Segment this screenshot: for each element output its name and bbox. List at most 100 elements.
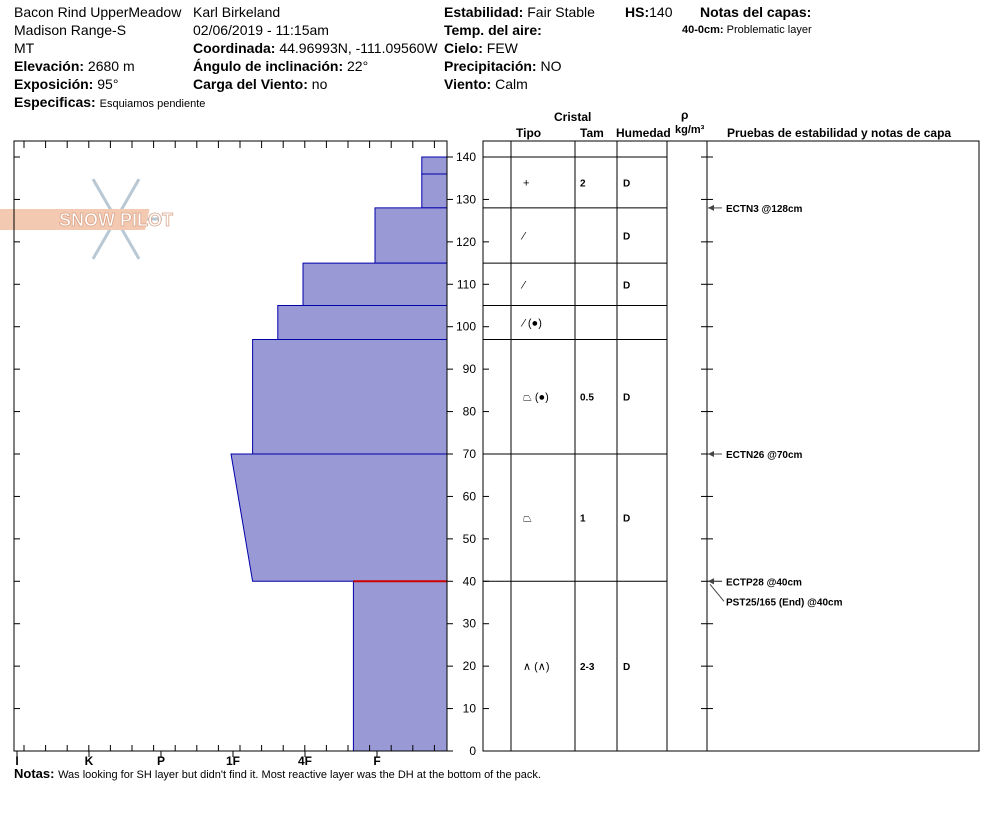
hardness-layer-6 — [230, 453, 448, 582]
col-size: Tam — [580, 126, 604, 140]
state-name: MT — [14, 40, 35, 56]
stability-test-label: ECTP28 @40cm — [726, 577, 802, 588]
notes-label: Notas: — [14, 766, 55, 781]
test-arrow-head — [708, 204, 714, 211]
hardness-layer-4 — [277, 305, 448, 340]
layer-notes-label: Notas del capas: — [700, 4, 812, 20]
chart-frame — [13, 140, 448, 752]
layer-type-symbol: ⁄ — [520, 230, 527, 242]
hardness-layer-1 — [421, 173, 448, 209]
stability-value: Fair Stable — [527, 4, 595, 20]
specifics: Especificas: Esquiamos pendiente — [14, 94, 205, 111]
site-name: Bacon Rind UpperMeadow — [14, 4, 182, 20]
hardness-label: K — [85, 754, 94, 768]
hardness-layer-2 — [374, 207, 448, 264]
test-arrow-line — [709, 583, 725, 602]
layer-size: 2-3 — [580, 662, 595, 673]
wind-value: Calm — [495, 76, 528, 92]
layer-size: 2 — [580, 178, 586, 189]
date-time: 02/06/2019 - 11:15am — [193, 22, 329, 38]
slope-label: Ángulo de inclinación: — [193, 58, 344, 74]
layer-size: 0.5 — [580, 393, 594, 404]
logo-banner — [0, 209, 150, 230]
precip-label: Precipitación: — [444, 58, 537, 74]
snowpilot-logo: SNOW PILOT — [0, 178, 173, 260]
coordinates: Coordinada: 44.96993N, -111.09560W — [193, 40, 438, 57]
stability-test-label: ECTN26 @70cm — [726, 450, 803, 461]
specifics-label: Especificas: — [14, 94, 96, 110]
y-tick-label: 90 — [463, 362, 477, 376]
notes: Notas: Was looking for SH layer but didn… — [14, 766, 541, 781]
stability-test-label: PST25/165 (End) @40cm — [726, 597, 843, 608]
wind-loading: Carga del Viento: no — [193, 76, 327, 93]
observer-name: Karl Birkeland — [193, 4, 281, 20]
coord-label: Coordinada: — [193, 40, 276, 56]
col-crystal: Cristal — [554, 110, 592, 124]
layer-moisture: D — [623, 280, 630, 291]
y-tick-label: 50 — [463, 532, 477, 546]
test-arrow-head — [708, 578, 714, 585]
y-tick-label: 20 — [463, 659, 477, 673]
wind: Viento: Calm — [444, 76, 528, 93]
hs-label: HS: — [625, 4, 650, 20]
stability-label: Estabilidad: — [444, 4, 524, 20]
layer-type-symbol: ⏢ (●) — [523, 392, 549, 404]
hardness-layer-0 — [421, 156, 448, 175]
layer-moisture: D — [623, 178, 630, 189]
aspect: Exposición: 95° — [14, 76, 118, 93]
hardness-label: P — [157, 754, 165, 768]
stability: Estabilidad: Fair Stable — [444, 4, 595, 21]
hardness-label: F — [373, 754, 380, 768]
layer-type-symbol: ⁄ — [520, 279, 527, 291]
layer-type-symbol: + — [523, 177, 529, 189]
table-frame — [482, 140, 980, 752]
layer-notes-text: Problematic layer — [726, 24, 812, 36]
airtemp-label: Temp. del aire: — [444, 22, 542, 38]
y-tick-label: 10 — [463, 702, 477, 716]
y-tick-label: 110 — [457, 277, 476, 291]
chart-axes: 0 10 20 30 40 50 60 70 80 90 100 110 120 130 140 I K P 1F 4… — [13, 140, 477, 768]
elevation-value: 2680 m — [87, 58, 135, 74]
layer-notes-range: 40-0cm: — [682, 24, 724, 36]
test-arrow-head — [708, 451, 714, 457]
sky-label: Cielo: — [444, 40, 483, 56]
layer-moisture: D — [623, 662, 630, 673]
aspect-value: 95° — [97, 76, 119, 92]
y-tick-label: 120 — [456, 235, 476, 249]
layer-notes: 40-0cm: Problematic layer — [682, 24, 812, 37]
aspect-label: Exposición: — [14, 76, 94, 92]
y-tick-label: 80 — [463, 405, 477, 419]
range-name: Madison Range-S — [14, 22, 127, 38]
y-tick-label: 0 — [469, 744, 476, 758]
layer-type-symbol: ⏢ — [523, 513, 532, 525]
layer-size: 1 — [580, 514, 586, 525]
precipitation: Precipitación: NO — [444, 58, 561, 75]
y-tick-label: 130 — [456, 192, 476, 206]
col-moisture: Humedad — [616, 126, 671, 140]
layer-moisture: D — [623, 514, 630, 525]
col-type: Tipo — [516, 126, 542, 140]
wind-label: Viento: — [444, 76, 492, 92]
hardness-label: 4F — [298, 754, 312, 768]
y-tick-label: 60 — [463, 489, 477, 503]
y-tick-label: 40 — [463, 574, 477, 588]
coord-value: 44.96993N, -111.09560W — [279, 40, 438, 56]
precip-value: NO — [540, 58, 562, 74]
y-tick-label: 70 — [463, 447, 477, 461]
notes-text: Was looking for SH layer but didn't find… — [58, 769, 541, 781]
layer-type-symbol: ⁄ (●) — [520, 317, 542, 329]
y-tick-label: 30 — [463, 617, 477, 631]
logo-text: SNOW PILOT — [59, 210, 173, 230]
snow-height: HS:140 — [625, 4, 672, 21]
hs-value: 140 — [649, 4, 673, 20]
hardness-profile — [230, 156, 448, 752]
hardness-layer-7 — [352, 580, 448, 752]
elevation-label: Elevación: — [14, 58, 85, 74]
hardness-layer-3 — [302, 262, 448, 306]
windload-label: Carga del Viento: — [193, 76, 308, 92]
sky: Cielo: FEW — [444, 40, 518, 57]
slope-angle: Ángulo de inclinación: 22° — [193, 58, 368, 75]
col-tests: Pruebas de estabilidad y notas de capa — [727, 126, 952, 140]
windload-value: no — [311, 76, 328, 92]
